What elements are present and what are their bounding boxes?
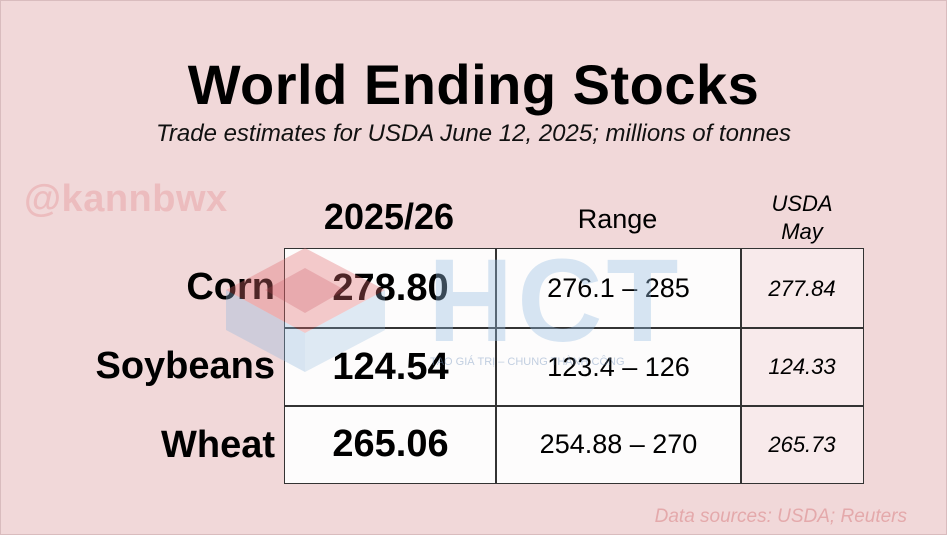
chart-subtitle: Trade estimates for USDA June 12, 2025; … — [156, 120, 791, 147]
table-divider-vertical — [495, 249, 497, 483]
row-label-corn: Corn — [186, 266, 275, 308]
column-header-year: 2025/26 — [323, 196, 455, 237]
row-label-wheat: Wheat — [161, 424, 275, 466]
cell-wheat-range: 254.88 – 270 — [539, 429, 698, 459]
cell-corn-usda-may: 277.84 — [741, 249, 863, 328]
row-label-soybeans: Soybeans — [95, 345, 275, 387]
cell-soybeans-estimate: 124.54 — [332, 345, 449, 388]
data-table: 278.80 276.1 – 285 277.84 124.54 123.4 –… — [284, 248, 864, 484]
column-header-usda-line1: USDA — [771, 191, 833, 216]
data-source-note: Data sources: USDA; Reuters — [654, 506, 907, 527]
cell-corn-range: 276.1 – 285 — [547, 273, 690, 303]
table-divider-vertical — [740, 249, 742, 483]
handle-watermark: @kannbwx — [24, 178, 228, 220]
chart-title: World Ending Stocks — [187, 53, 760, 116]
cell-soybeans-usda-may: 124.33 — [741, 328, 863, 406]
column-header-range: Range — [577, 204, 658, 234]
cell-wheat-usda-may: 265.73 — [741, 406, 863, 483]
cell-wheat-estimate: 265.06 — [332, 423, 449, 465]
table-divider-horizontal — [285, 327, 863, 329]
table-divider-horizontal — [285, 405, 863, 407]
cell-corn-estimate: 278.80 — [332, 267, 449, 309]
column-header-usda-line2: May — [781, 219, 823, 244]
cell-soybeans-range: 123.4 – 126 — [547, 351, 690, 382]
column-header-usda-may: USDA May — [740, 190, 864, 246]
